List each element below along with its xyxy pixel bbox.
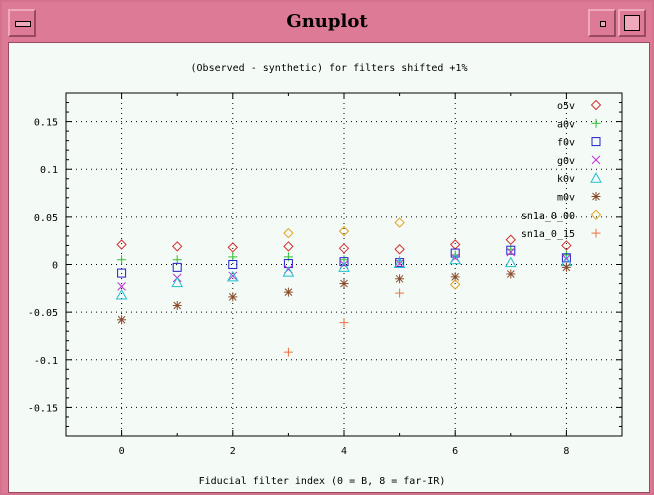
x-tick-label: 6 [452, 446, 458, 457]
axes: 0 2 4 6 8 0.15 0.1 0.05 0 -0.05 -0.1 -0.15 [28, 92, 623, 457]
minimize-button[interactable] [588, 9, 616, 37]
series-sn1a_0_15 [283, 288, 405, 357]
x-tick-label: 4 [341, 446, 347, 457]
data-point [393, 257, 406, 269]
data-point [283, 287, 293, 297]
data-point [338, 243, 350, 254]
legend-label: f0v [557, 138, 575, 149]
x-tick-label: 8 [563, 446, 569, 457]
y-tick-label: 0 [52, 261, 58, 272]
legend-marker [591, 155, 601, 165]
data-points [115, 217, 573, 357]
data-point [228, 260, 238, 269]
legend-marker [590, 99, 602, 111]
legend-marker [591, 228, 601, 238]
data-point [228, 252, 238, 262]
data-point [282, 266, 295, 277]
window-menu-button[interactable] [8, 9, 36, 37]
data-point [506, 269, 516, 279]
y-tick-label: 0.05 [34, 213, 58, 224]
data-point [172, 255, 182, 265]
legend-label: sn1a_0_15 [521, 229, 575, 240]
series-k0v [115, 253, 573, 300]
data-point [506, 245, 516, 255]
series-m0v [117, 262, 571, 325]
data-point [504, 256, 517, 268]
data-point [394, 244, 405, 255]
data-point [172, 262, 182, 272]
legend-marker [591, 137, 601, 147]
legend-label: sn1a_0_00 [521, 211, 575, 222]
data-point [117, 315, 127, 325]
data-point [116, 239, 127, 250]
maximize-button[interactable] [618, 9, 646, 37]
y-tick-label: 0.1 [40, 165, 58, 176]
series-sn1a_0_00 [283, 217, 461, 290]
data-point [339, 257, 349, 267]
legend: o5v a0v f0v g0v k0v m0v sn1a_0_00 sn1a_0_15 [521, 99, 602, 240]
legend-label: m0v [557, 193, 575, 204]
x-tick-label: 0 [119, 446, 125, 457]
title-bar[interactable]: Gnuplot [4, 4, 650, 42]
data-point [339, 318, 349, 328]
data-point [394, 217, 405, 228]
data-point [228, 271, 238, 281]
data-point [338, 261, 350, 272]
data-point [283, 227, 294, 239]
legend-label: k0v [557, 174, 575, 185]
x-tick-label: 2 [230, 446, 236, 457]
data-point [339, 279, 349, 289]
y-tick-label: -0.15 [28, 403, 58, 414]
series-o5v [116, 234, 572, 255]
data-point [338, 225, 350, 237]
legend-marker [591, 118, 601, 128]
data-point [171, 276, 184, 288]
legend-label: o5v [557, 101, 575, 112]
series-f0v [117, 245, 571, 278]
data-point [227, 242, 239, 253]
data-point [395, 274, 405, 284]
x-axis-label: Fiducial filter index (0 = B, 8 = far-IR… [199, 476, 446, 487]
data-point [449, 279, 461, 290]
data-point [449, 239, 461, 250]
data-point [449, 253, 462, 265]
data-point [450, 272, 460, 282]
data-point [450, 248, 460, 258]
data-point [395, 288, 405, 298]
data-point [505, 234, 517, 245]
plot-area: (Observed - synthetic) for filters shift… [8, 42, 650, 493]
data-point [561, 240, 572, 251]
data-point [115, 288, 128, 300]
data-point [395, 259, 404, 268]
y-tick-label: -0.05 [28, 308, 58, 319]
chart-title: (Observed - synthetic) for filters shift… [191, 63, 468, 74]
data-point [226, 270, 239, 282]
data-point [228, 292, 238, 302]
data-point [117, 268, 127, 278]
data-point [117, 282, 126, 291]
legend-marker [591, 192, 601, 201]
data-point [561, 262, 571, 272]
legend-marker [590, 209, 602, 221]
legend-marker [590, 172, 602, 183]
y-tick-label: 0.15 [34, 118, 58, 129]
data-point [561, 253, 571, 263]
data-point [172, 300, 182, 310]
legend-label: g0v [557, 156, 575, 167]
grid [66, 93, 622, 436]
data-point [561, 250, 571, 260]
y-tick-label: -0.1 [34, 356, 58, 367]
scatter-chart: (Observed - synthetic) for filters shift… [28, 63, 623, 487]
window-title: Gnuplot [286, 11, 368, 32]
data-point [117, 255, 127, 265]
data-point [283, 241, 294, 252]
legend-label: a0v [557, 119, 575, 130]
data-point [171, 241, 183, 252]
data-point [506, 247, 516, 257]
data-point [283, 347, 293, 357]
